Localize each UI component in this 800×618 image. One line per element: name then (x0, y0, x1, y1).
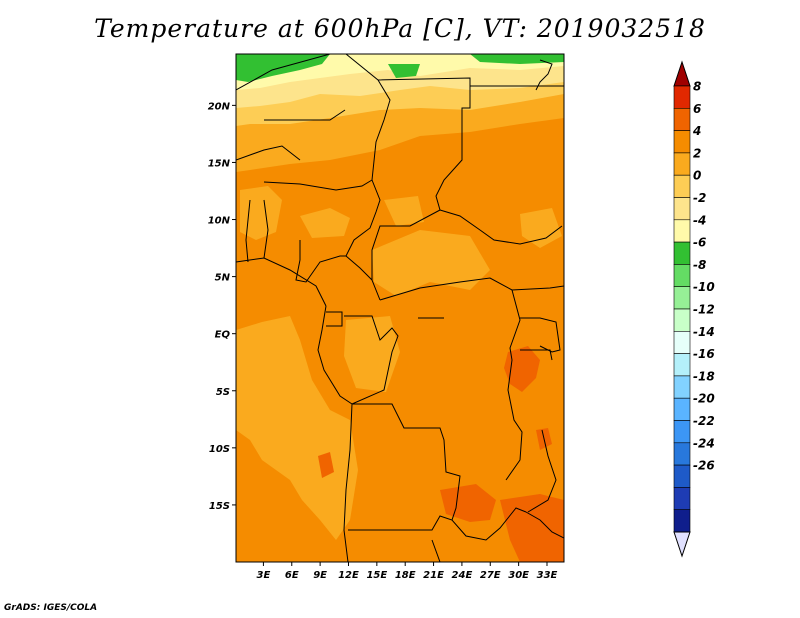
colorbar-swatch (673, 219, 691, 243)
lon-tick-label: 24E (452, 570, 473, 581)
lon-tick-label: 9E (313, 570, 327, 581)
latitude-axis: 20N 15N 10N 5N EQ 5S 10S 15S (208, 101, 236, 512)
colorbar-label: 0 (693, 169, 701, 183)
lon-tick-label: 18E (395, 570, 416, 581)
colorbar-swatch (673, 375, 691, 399)
temperature-field (236, 54, 564, 562)
colorbar-swatch (673, 264, 691, 287)
colorbar-label: -22 (693, 414, 715, 428)
colorbar-label: 4 (692, 124, 701, 138)
colorbar-swatch (673, 108, 691, 131)
colorbar-label: -8 (693, 258, 706, 272)
colorbar-swatch (673, 330, 691, 354)
colorbar: 8 6 4 2 0 -2 -4 -6 -8 -10 -12 -14 -16 -18 -20 -22 -24 -26 (673, 60, 715, 558)
lat-tick-label: 5N (215, 273, 231, 284)
colorbar-swatch (673, 397, 691, 421)
colorbar-swatch (673, 241, 691, 265)
colorbar-swatch (673, 85, 691, 109)
map-frame (235, 53, 565, 563)
colorbar-label: 8 (693, 80, 701, 94)
colorbar-label: -26 (693, 459, 715, 473)
lat-tick-label: 5S (216, 387, 230, 398)
lon-tick-label: 12E (338, 570, 359, 581)
map-title: Temperature at 600hPa [C], VT: 201903251… (94, 14, 706, 43)
colorbar-swatch (673, 286, 691, 310)
colorbar-swatch (673, 152, 691, 176)
colorbar-label: -24 (693, 436, 715, 450)
lat-tick-label: EQ (215, 330, 231, 341)
colorbar-swatch (673, 197, 691, 221)
colorbar-top-arrow (673, 60, 691, 87)
longitude-axis: 3E 6E 9E 12E 15E 18E 21E 24E 27E 30E 33E (257, 562, 558, 581)
colorbar-label: -14 (693, 325, 715, 339)
colorbar-label: -4 (693, 213, 706, 227)
lat-tick-label: 10S (209, 444, 230, 455)
colorbar-label: -6 (693, 236, 706, 250)
colorbar-swatch (673, 509, 691, 533)
colorbar-swatch (673, 308, 691, 332)
lat-tick-label: 20N (208, 101, 231, 112)
country-borders (236, 54, 564, 562)
lon-tick-label: 6E (285, 570, 299, 581)
lat-tick-label: 15N (208, 158, 231, 169)
colorbar-swatch (673, 130, 691, 154)
colorbar-label: -10 (693, 280, 715, 294)
lon-tick-label: 30E (508, 570, 529, 581)
colorbar-swatch (673, 487, 691, 510)
colorbar-label: -16 (693, 347, 715, 361)
lon-tick-label: 21E (423, 570, 444, 581)
colorbar-swatch (673, 442, 691, 466)
colorbar-label: -2 (693, 191, 706, 205)
colorbar-label: 2 (693, 146, 701, 160)
colorbar-label: -18 (693, 369, 715, 383)
lat-tick-label: 15S (209, 501, 230, 512)
lon-tick-label: 3E (257, 570, 271, 581)
lat-tick-label: 10N (208, 216, 231, 227)
lon-tick-label: 15E (366, 570, 387, 581)
colorbar-bottom-arrow (673, 531, 691, 558)
colorbar-label: -20 (693, 392, 715, 406)
colorbar-swatch (673, 353, 691, 377)
colorbar-swatch (673, 174, 691, 198)
lon-tick-label: 33E (537, 570, 558, 581)
colorbar-label: 6 (693, 102, 701, 116)
colorbar-swatch (673, 420, 691, 444)
lon-tick-label: 27E (480, 570, 501, 581)
colorbar-swatch (673, 464, 691, 488)
colorbar-label: -12 (693, 303, 715, 317)
grads-credit: GrADS: IGES/COLA (4, 603, 98, 613)
